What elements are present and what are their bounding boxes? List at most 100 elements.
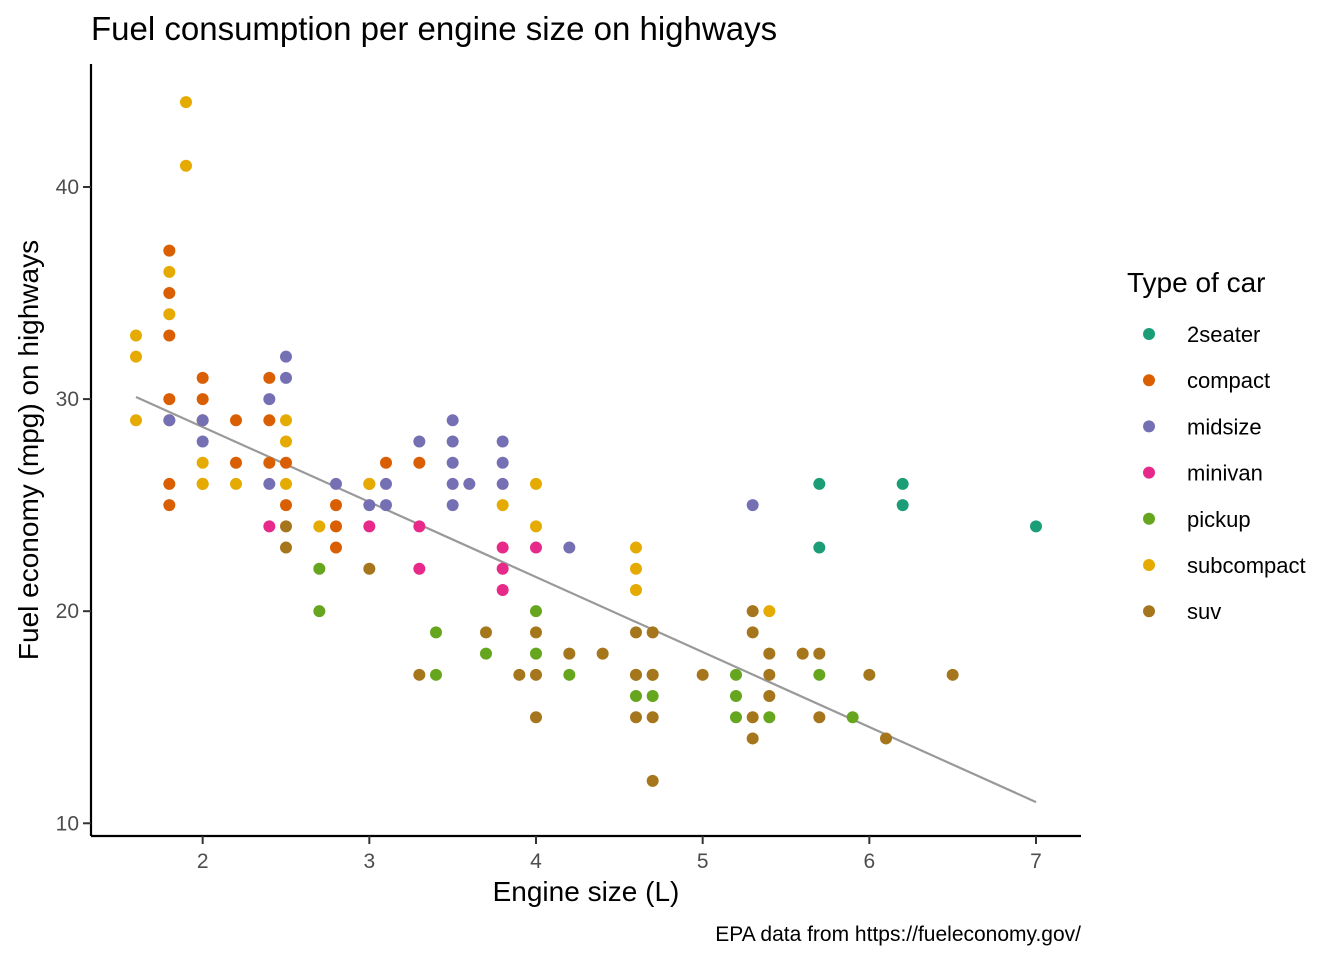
legend-item: 2seater (1143, 322, 1260, 347)
data-point (313, 562, 326, 575)
legend-item: subcompact (1143, 553, 1306, 578)
chart-caption: EPA data from https://fueleconomy.gov/ (715, 923, 1081, 946)
x-tick-label: 4 (530, 850, 542, 873)
data-point (263, 414, 276, 427)
data-point (313, 605, 326, 618)
data-point (413, 668, 426, 681)
legend-key (1143, 466, 1155, 479)
data-point (280, 414, 292, 427)
series-2seater (813, 477, 1042, 554)
data-point (496, 583, 509, 596)
series-minivan (263, 520, 542, 596)
data-point (230, 456, 242, 469)
data-point (746, 605, 759, 618)
series-compact (163, 244, 426, 554)
data-point (563, 647, 576, 660)
data-point (330, 520, 342, 533)
plot-area: 2 3 4 5 6 7 10 20 30 40 (56, 64, 1081, 873)
data-point (646, 668, 659, 681)
data-point (363, 520, 376, 533)
data-point (230, 477, 242, 490)
data-point (196, 393, 209, 406)
legend-key (1143, 374, 1155, 387)
legend-label: 2seater (1187, 322, 1260, 347)
x-tick-label: 5 (697, 850, 709, 873)
data-point (563, 541, 576, 554)
data-point (730, 711, 742, 724)
data-point (796, 647, 809, 660)
data-point (263, 477, 276, 490)
data-point (163, 329, 176, 342)
data-point (630, 690, 642, 703)
data-point (363, 477, 376, 490)
data-point (413, 520, 426, 533)
y-tick-label: 10 (56, 812, 79, 835)
data-point (746, 711, 759, 724)
data-point (530, 605, 542, 618)
points-layer (130, 96, 1042, 787)
series-subcompact (130, 96, 776, 618)
series-pickup (313, 562, 859, 724)
legend-label: compact (1187, 368, 1270, 393)
data-point (563, 668, 576, 681)
data-point (746, 626, 759, 639)
data-point (130, 414, 142, 427)
data-point (530, 520, 542, 533)
data-point (530, 541, 542, 554)
data-point (163, 265, 176, 278)
data-point (280, 435, 292, 448)
data-point (630, 541, 642, 554)
data-point (763, 690, 776, 703)
data-point (280, 477, 292, 490)
data-point (530, 626, 542, 639)
legend-item: pickup (1143, 507, 1251, 532)
data-point (896, 499, 909, 512)
legend-item: midsize (1143, 414, 1262, 439)
data-point (496, 499, 509, 512)
legend-key (1143, 559, 1155, 571)
data-point (446, 414, 459, 427)
data-point (196, 435, 209, 448)
legend: Type of car 2seater compact midsize minivan… (1127, 267, 1306, 624)
data-point (363, 562, 376, 575)
data-point (413, 435, 426, 448)
data-point (313, 520, 326, 533)
data-point (130, 350, 142, 363)
legend-item: suv (1143, 599, 1221, 624)
data-point (630, 562, 642, 575)
data-point (330, 541, 342, 554)
data-point (530, 668, 542, 681)
legend-label: minivan (1187, 461, 1263, 486)
data-point (946, 668, 959, 681)
data-point (430, 626, 442, 639)
series-midsize (163, 350, 759, 554)
data-point (130, 329, 142, 342)
data-point (813, 477, 826, 490)
legend-key (1143, 605, 1155, 618)
data-point (763, 605, 776, 618)
series-suv (280, 520, 959, 787)
data-point (813, 647, 826, 660)
x-tick-label: 2 (197, 850, 209, 873)
data-point (163, 499, 176, 512)
data-point (863, 668, 876, 681)
data-point (763, 711, 776, 724)
legend-item: minivan (1143, 461, 1263, 486)
data-point (380, 456, 392, 469)
data-point (880, 732, 892, 745)
y-axis-title: Fuel economy (mpg) on highways (13, 240, 44, 660)
data-point (630, 626, 642, 639)
data-point (163, 414, 176, 427)
data-point (630, 583, 642, 596)
data-point (280, 541, 292, 554)
legend-label: pickup (1187, 507, 1251, 532)
data-point (530, 647, 542, 660)
data-point (813, 711, 826, 724)
data-point (413, 456, 426, 469)
data-point (630, 711, 642, 724)
data-point (746, 732, 759, 745)
data-point (763, 668, 776, 681)
data-point (363, 499, 376, 512)
legend-label: midsize (1187, 414, 1262, 439)
